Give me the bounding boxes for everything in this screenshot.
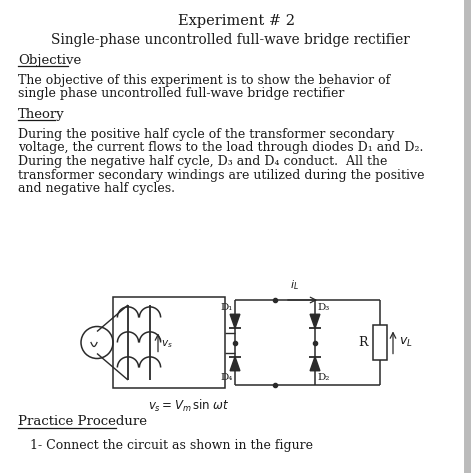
Text: D₁: D₁	[220, 303, 233, 312]
Text: D₄: D₄	[220, 373, 233, 382]
Text: Experiment # 2: Experiment # 2	[179, 14, 295, 28]
Text: Single-phase uncontrolled full-wave bridge rectifier: Single-phase uncontrolled full-wave brid…	[51, 33, 410, 47]
Text: $v_s = V_m\,\sin\,\omega t$: $v_s = V_m\,\sin\,\omega t$	[148, 398, 230, 414]
Text: Theory: Theory	[18, 108, 65, 121]
Text: R: R	[358, 336, 368, 349]
Text: $i_L$: $i_L$	[290, 278, 299, 292]
Text: $v_s$: $v_s$	[161, 339, 173, 350]
Polygon shape	[230, 314, 240, 328]
Text: Practice Procedure: Practice Procedure	[18, 415, 147, 428]
Text: $v_L$: $v_L$	[399, 336, 413, 349]
Polygon shape	[310, 357, 320, 371]
Text: single phase uncontrolled full-wave bridge rectifier: single phase uncontrolled full-wave brid…	[18, 87, 345, 100]
Text: During the negative half cycle, D₃ and D₄ conduct.  All the: During the negative half cycle, D₃ and D…	[18, 155, 387, 168]
Text: The objective of this experiment is to show the behavior of: The objective of this experiment is to s…	[18, 74, 390, 87]
Polygon shape	[310, 314, 320, 328]
Text: During the positive half cycle of the transformer secondary: During the positive half cycle of the tr…	[18, 128, 394, 141]
Text: D₂: D₂	[317, 373, 329, 382]
Text: 1- Connect the circuit as shown in the figure: 1- Connect the circuit as shown in the f…	[30, 439, 313, 452]
Polygon shape	[230, 357, 240, 371]
Bar	[113, 297, 225, 388]
Text: and negative half cycles.: and negative half cycles.	[18, 182, 175, 195]
Text: D₃: D₃	[317, 303, 329, 312]
Text: voltage, the current flows to the load through diodes D₁ and D₂.: voltage, the current flows to the load t…	[18, 141, 423, 155]
Text: transformer secondary windings are utilized during the positive: transformer secondary windings are utili…	[18, 168, 425, 182]
Text: Objective: Objective	[18, 54, 81, 67]
